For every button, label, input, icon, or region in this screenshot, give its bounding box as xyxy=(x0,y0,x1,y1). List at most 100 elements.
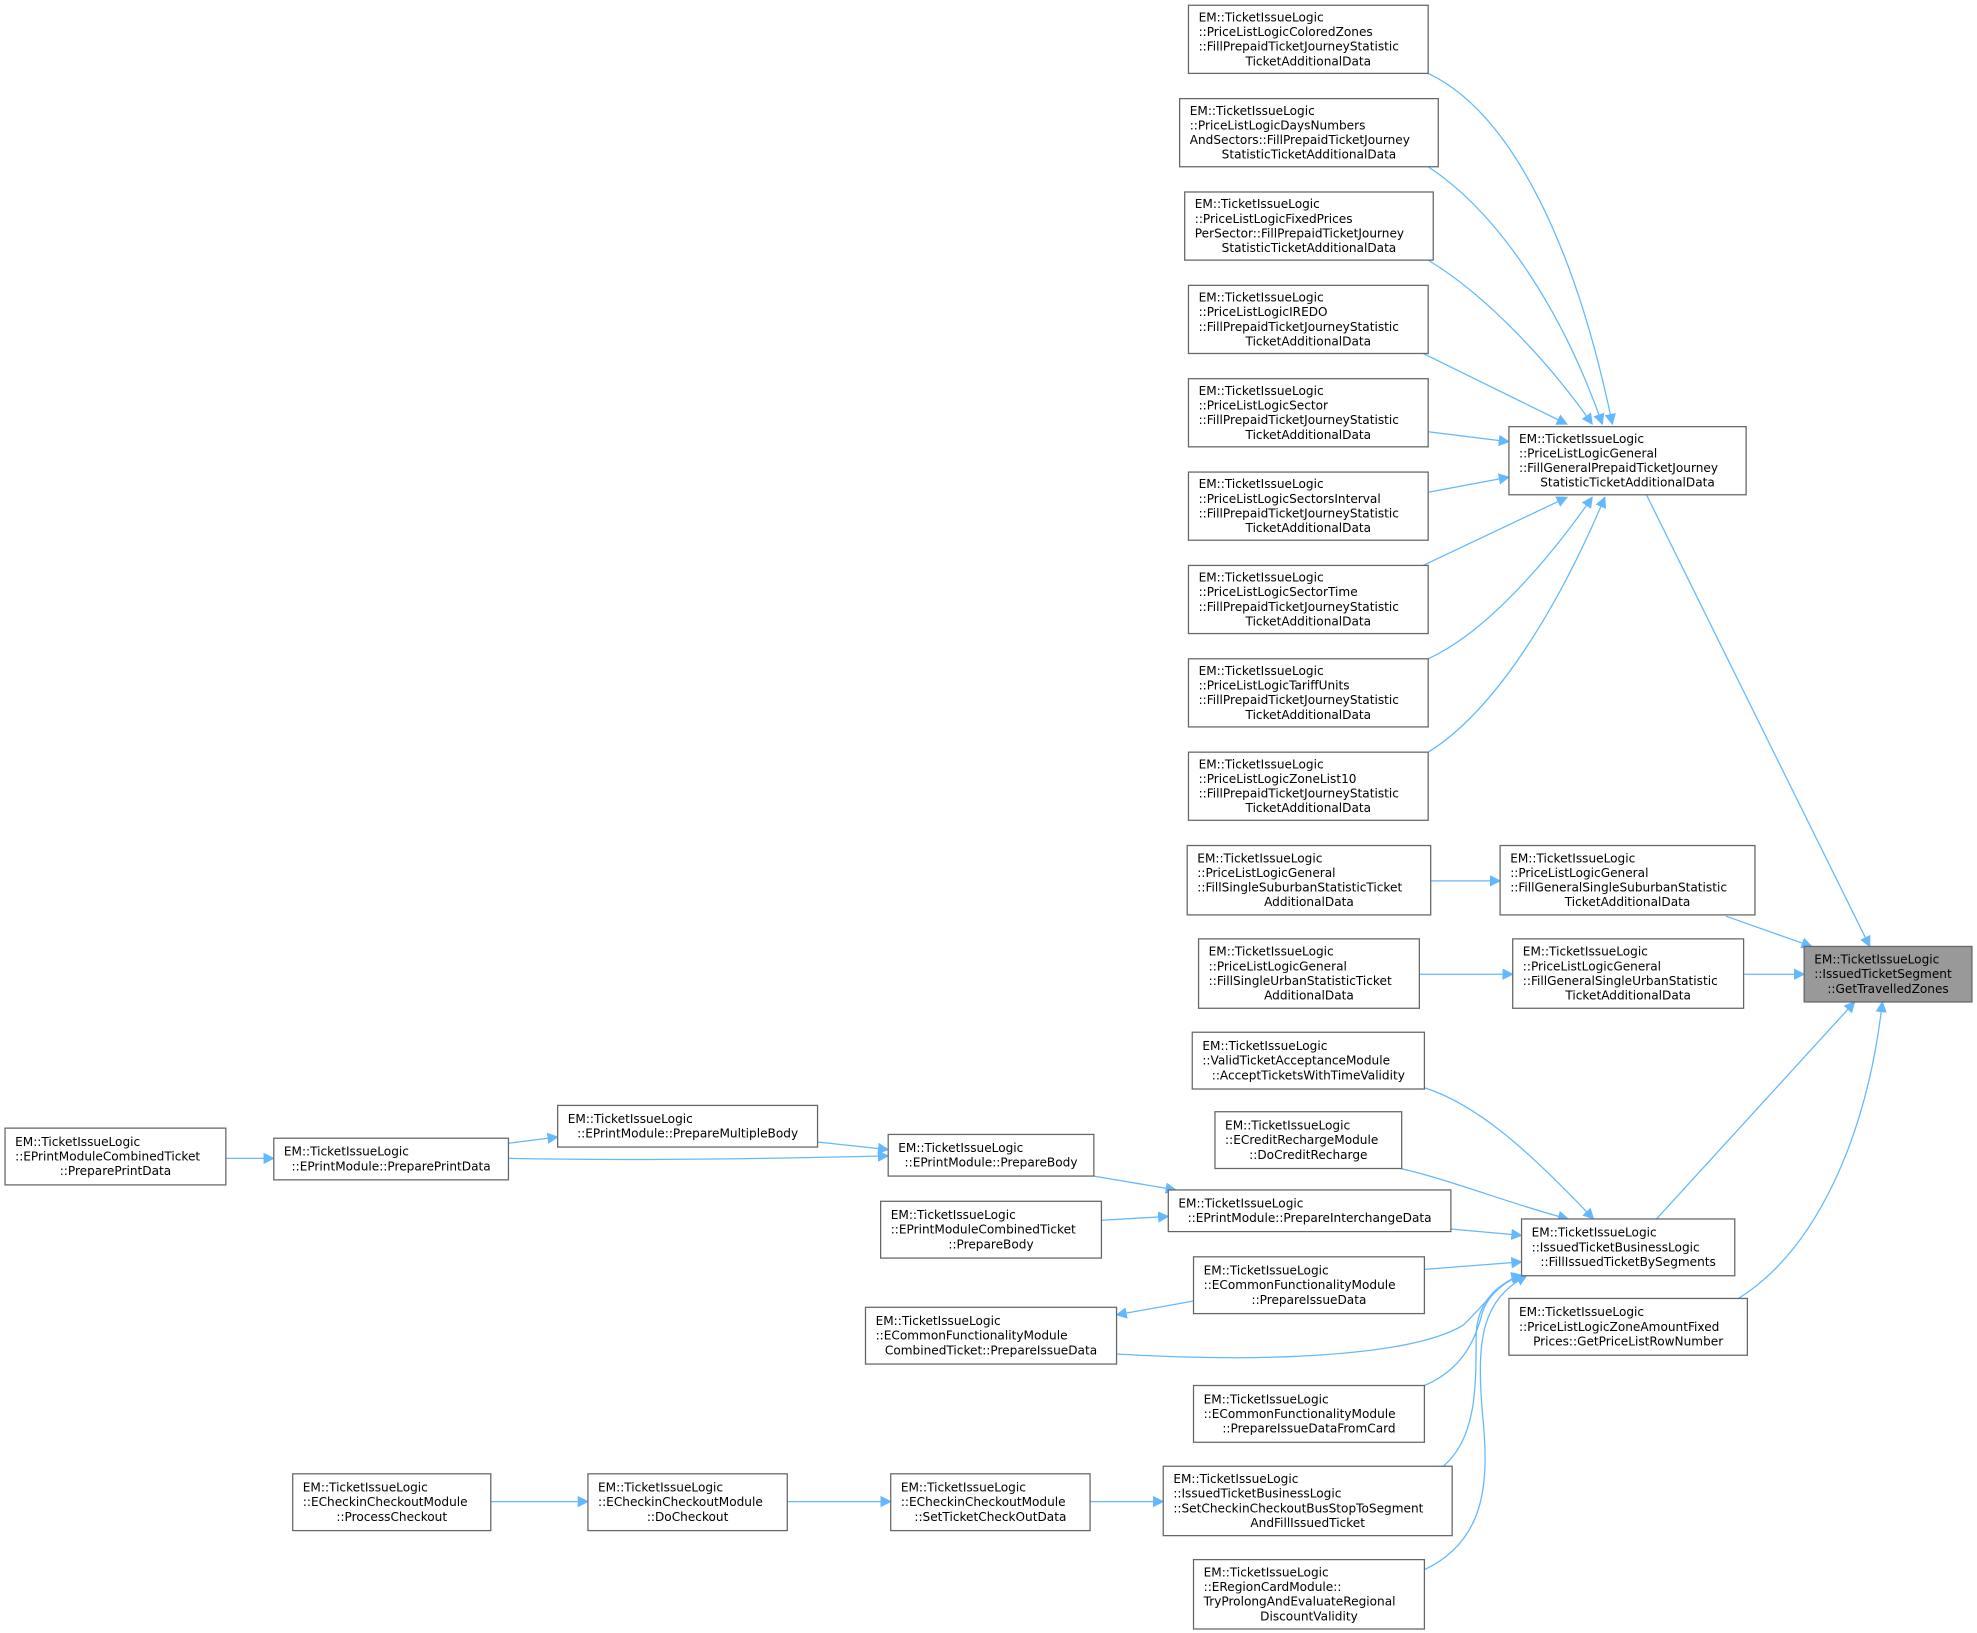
node-label-line: ::PriceListLogicDaysNumbers xyxy=(1190,118,1366,132)
node-label-line: EM::TicketIssueLogic xyxy=(1204,1264,1329,1278)
function-node[interactable]: EM::TicketIssueLogic::PriceListLogicIRED… xyxy=(1187,284,1429,355)
node-label-line: EM::TicketIssueLogic xyxy=(1202,1039,1327,1053)
node-box[interactable] xyxy=(890,1473,1091,1532)
node-label-line: ::IssuedTicketBusinessLogic xyxy=(1173,1487,1341,1501)
function-node[interactable]: EM::TicketIssueLogic::IssuedTicketBusine… xyxy=(1520,1218,1736,1277)
node-box[interactable] xyxy=(1186,844,1432,916)
node-label-line: EM::TicketIssueLogic xyxy=(876,1314,1001,1328)
node-box[interactable] xyxy=(1508,1297,1749,1356)
node-box[interactable] xyxy=(1192,1558,1426,1630)
node-label-line: Prices::GetPriceListRowNumber xyxy=(1533,1335,1723,1349)
function-node[interactable]: EM::TicketIssueLogic::PriceListLogicSect… xyxy=(1187,471,1429,541)
function-node[interactable]: EM::TicketIssueLogic::PriceListLogicFixe… xyxy=(1184,191,1434,261)
node-label-line: ::PriceListLogicFixedPrices xyxy=(1195,212,1353,226)
node-label-line: EM::TicketIssueLogic xyxy=(568,1112,693,1126)
function-node[interactable]: EM::TicketIssueLogic::PriceListLogicGene… xyxy=(1499,844,1756,916)
node-label-line: ::FillIssuedTicketBySegments xyxy=(1540,1255,1715,1269)
function-node[interactable]: EM::TicketIssueLogic::PriceListLogicSect… xyxy=(1187,564,1429,635)
node-box[interactable] xyxy=(1162,1465,1453,1537)
node-box[interactable] xyxy=(1192,1384,1426,1443)
function-node[interactable]: EM::TicketIssueLogic::PriceListLogicColo… xyxy=(1187,4,1429,75)
node-box[interactable] xyxy=(887,1133,1095,1177)
node-box[interactable] xyxy=(1520,1218,1736,1277)
focus-function-node[interactable]: EM::TicketIssueLogic::IssuedTicketSegmen… xyxy=(1803,945,1973,1003)
node-label-line: ::PrepareIssueData xyxy=(1251,1293,1366,1307)
node-box[interactable] xyxy=(1187,751,1429,821)
node-label-line: StatisticTicketAdditionalData xyxy=(1540,476,1715,490)
node-label-line: TicketAdditionalData xyxy=(1564,895,1691,909)
node-box[interactable] xyxy=(1187,564,1429,635)
node-box[interactable] xyxy=(1197,938,1420,1009)
node-box[interactable] xyxy=(292,1473,492,1532)
node-label-line: AdditionalData xyxy=(1264,895,1354,909)
function-node[interactable]: EM::TicketIssueLogic::ERegionCardModule:… xyxy=(1192,1558,1426,1630)
node-label-line: ::PriceListLogicSectorsInterval xyxy=(1199,492,1381,506)
node-box[interactable] xyxy=(1803,945,1973,1003)
node-label-line: EM::TicketIssueLogic xyxy=(598,1481,723,1495)
node-box[interactable] xyxy=(1179,97,1439,168)
function-node[interactable]: EM::TicketIssueLogic::ECheckinCheckoutMo… xyxy=(587,1473,788,1532)
node-box[interactable] xyxy=(1512,938,1745,1009)
function-node[interactable]: EM::TicketIssueLogic::EPrintModule::Prep… xyxy=(1167,1189,1452,1233)
node-label-line: ::FillPrepaidTicketJourneyStatistic xyxy=(1199,413,1399,427)
call-edge-n24-to-n19 xyxy=(1093,1175,1177,1194)
node-label-line: TicketAdditionalData xyxy=(1245,614,1372,628)
node-box[interactable] xyxy=(1187,378,1429,448)
node-box[interactable] xyxy=(1187,284,1429,355)
function-node[interactable]: EM::TicketIssueLogic::PriceListLogicDays… xyxy=(1179,97,1439,168)
node-box[interactable] xyxy=(557,1104,819,1148)
function-node[interactable]: EM::TicketIssueLogic::PriceListLogicGene… xyxy=(1197,938,1420,1009)
function-node[interactable]: EM::TicketIssueLogic::ECheckinCheckoutMo… xyxy=(292,1473,492,1532)
function-node[interactable]: EM::TicketIssueLogic::ECommonFunctionali… xyxy=(1192,1256,1426,1315)
node-box[interactable] xyxy=(864,1306,1118,1365)
node-box[interactable] xyxy=(1192,1256,1426,1315)
node-box[interactable] xyxy=(1187,658,1429,728)
node-box[interactable] xyxy=(1508,426,1747,496)
node-box[interactable] xyxy=(1187,4,1429,75)
function-node[interactable]: EM::TicketIssueLogic::EPrintModuleCombin… xyxy=(4,1127,227,1186)
node-label-line: ::FillPrepaidTicketJourneyStatistic xyxy=(1199,693,1399,707)
function-node[interactable]: EM::TicketIssueLogic::ECheckinCheckoutMo… xyxy=(890,1473,1091,1532)
node-box[interactable] xyxy=(879,1200,1103,1259)
function-node[interactable]: EM::TicketIssueLogic::PriceListLogicZone… xyxy=(1508,1297,1749,1356)
function-node[interactable]: EM::TicketIssueLogic::EPrintModuleCombin… xyxy=(879,1200,1103,1259)
node-box[interactable] xyxy=(273,1137,510,1181)
node-box[interactable] xyxy=(4,1127,227,1186)
node-label-line: ::PreparePrintData xyxy=(60,1164,171,1178)
node-box[interactable] xyxy=(1191,1031,1426,1090)
node-label-line: ::ERegionCardModule:: xyxy=(1204,1580,1342,1594)
node-label-line: ::PriceListLogicSectorTime xyxy=(1199,585,1358,599)
function-node[interactable]: EM::TicketIssueLogic::ECommonFunctionali… xyxy=(864,1306,1118,1365)
function-node[interactable]: EM::TicketIssueLogic::PriceListLogicGene… xyxy=(1186,844,1432,916)
function-node[interactable]: EM::TicketIssueLogic::PriceListLogicSect… xyxy=(1187,378,1429,448)
node-label-line: EM::TicketIssueLogic xyxy=(898,1141,1023,1155)
call-edge-n25-to-n19 xyxy=(1101,1211,1170,1223)
function-node[interactable]: EM::TicketIssueLogic::ECreditRechargeMod… xyxy=(1214,1111,1403,1170)
function-node[interactable]: EM::TicketIssueLogic::EPrintModule::Prep… xyxy=(273,1137,510,1181)
node-label-line: ::EPrintModule::PrepareBody xyxy=(905,1156,1078,1170)
node-box[interactable] xyxy=(1184,191,1434,261)
function-node[interactable]: EM::TicketIssueLogic::ValidTicketAccepta… xyxy=(1191,1031,1426,1090)
node-label-line: ::EPrintModule::PrepareInterchangeData xyxy=(1188,1211,1432,1225)
node-label-line: EM::TicketIssueLogic xyxy=(891,1208,1016,1222)
node-box[interactable] xyxy=(1167,1189,1452,1233)
node-label-line: EM::TicketIssueLogic xyxy=(1199,290,1324,304)
function-node[interactable]: EM::TicketIssueLogic::PriceListLogicGene… xyxy=(1512,938,1745,1009)
function-node[interactable]: EM::TicketIssueLogic::PriceListLogicGene… xyxy=(1508,426,1747,496)
node-box[interactable] xyxy=(1214,1111,1403,1170)
node-label-line: StatisticTicketAdditionalData xyxy=(1222,148,1397,162)
node-box[interactable] xyxy=(587,1473,788,1532)
function-node[interactable]: EM::TicketIssueLogic::PriceListLogicTari… xyxy=(1187,658,1429,728)
node-label-line: ::FillSingleSuburbanStatisticTicket xyxy=(1197,881,1402,895)
function-node[interactable]: EM::TicketIssueLogic::PriceListLogicZone… xyxy=(1187,751,1429,821)
function-node[interactable]: EM::TicketIssueLogic::ECommonFunctionali… xyxy=(1192,1384,1426,1443)
node-box[interactable] xyxy=(1187,471,1429,541)
function-node[interactable]: EM::TicketIssueLogic::EPrintModule::Prep… xyxy=(557,1104,819,1148)
node-box[interactable] xyxy=(1499,844,1756,916)
node-label-line: ::PrepareBody xyxy=(948,1237,1033,1251)
node-label-line: ::EPrintModule::PreparePrintData xyxy=(292,1159,491,1173)
function-node[interactable]: EM::TicketIssueLogic::IssuedTicketBusine… xyxy=(1162,1465,1453,1537)
function-node[interactable]: EM::TicketIssueLogic::EPrintModule::Prep… xyxy=(887,1133,1095,1177)
call-edge-n12-to-n0 xyxy=(1725,915,1813,949)
node-label-line: ::PrepareIssueDataFromCard xyxy=(1222,1422,1395,1436)
